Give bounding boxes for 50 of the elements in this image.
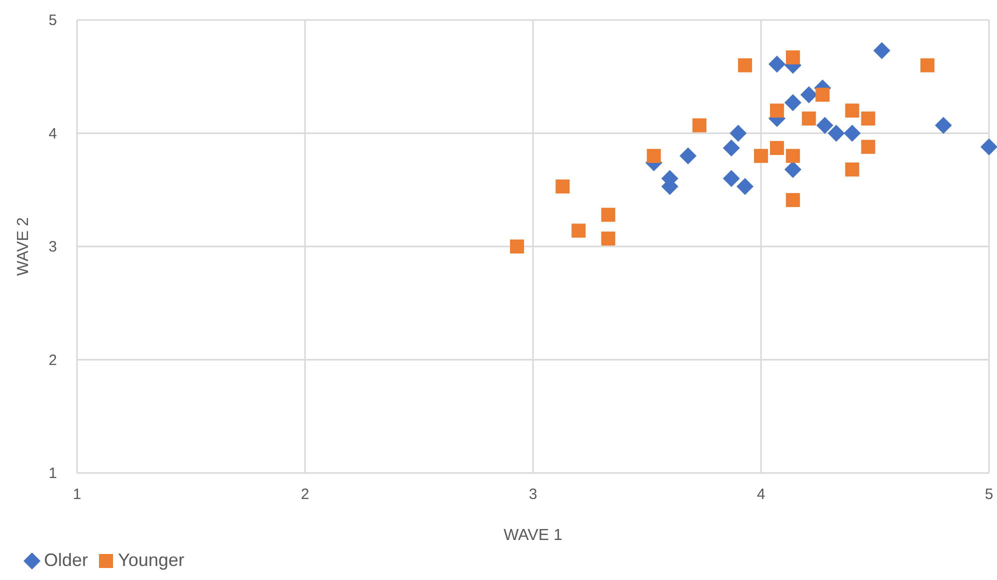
- point: [786, 148, 800, 163]
- point: [861, 140, 876, 154]
- x-tick-label: 2: [300, 486, 310, 503]
- x-tick-label: 1: [72, 486, 82, 503]
- y-axis-title: WAVE 2: [15, 217, 32, 276]
- point: [786, 50, 800, 64]
- y-tick-label: 1: [48, 465, 57, 482]
- point: [784, 94, 802, 112]
- point: [816, 88, 830, 102]
- point: [770, 104, 784, 118]
- point: [845, 162, 860, 176]
- x-tick-label: 5: [984, 486, 994, 503]
- point: [980, 138, 997, 156]
- y-tick-label: 5: [48, 12, 57, 29]
- point: [722, 139, 740, 156]
- point: [844, 124, 861, 142]
- point: [556, 179, 570, 194]
- legend-label: Older: [44, 550, 88, 570]
- y-tick-label: 3: [48, 238, 57, 256]
- point: [646, 148, 661, 163]
- point: [601, 232, 616, 246]
- legend-label: Younger: [118, 550, 184, 570]
- point: [680, 147, 697, 164]
- point: [768, 56, 786, 73]
- point: [845, 104, 860, 118]
- point: [873, 42, 890, 60]
- point: [510, 240, 524, 254]
- point: [572, 224, 586, 238]
- point: [692, 118, 706, 132]
- point: [784, 160, 802, 178]
- point: [934, 116, 952, 134]
- y-tick-label: 2: [48, 352, 57, 369]
- point: [770, 140, 784, 155]
- point: [754, 148, 768, 163]
- point: [861, 112, 876, 126]
- point: [738, 58, 752, 72]
- point: [730, 124, 747, 142]
- point: [722, 170, 740, 188]
- point: [800, 86, 818, 104]
- point: [828, 124, 845, 142]
- point: [920, 58, 934, 72]
- point: [786, 193, 800, 208]
- x-tick-label: 3: [528, 486, 538, 503]
- point: [601, 208, 616, 222]
- x-tick-label: 4: [756, 486, 766, 503]
- point: [736, 178, 754, 195]
- point: [816, 116, 834, 134]
- point: [802, 112, 816, 126]
- y-tick-label: 4: [48, 125, 57, 142]
- x-axis-title: WAVE 1: [504, 527, 562, 544]
